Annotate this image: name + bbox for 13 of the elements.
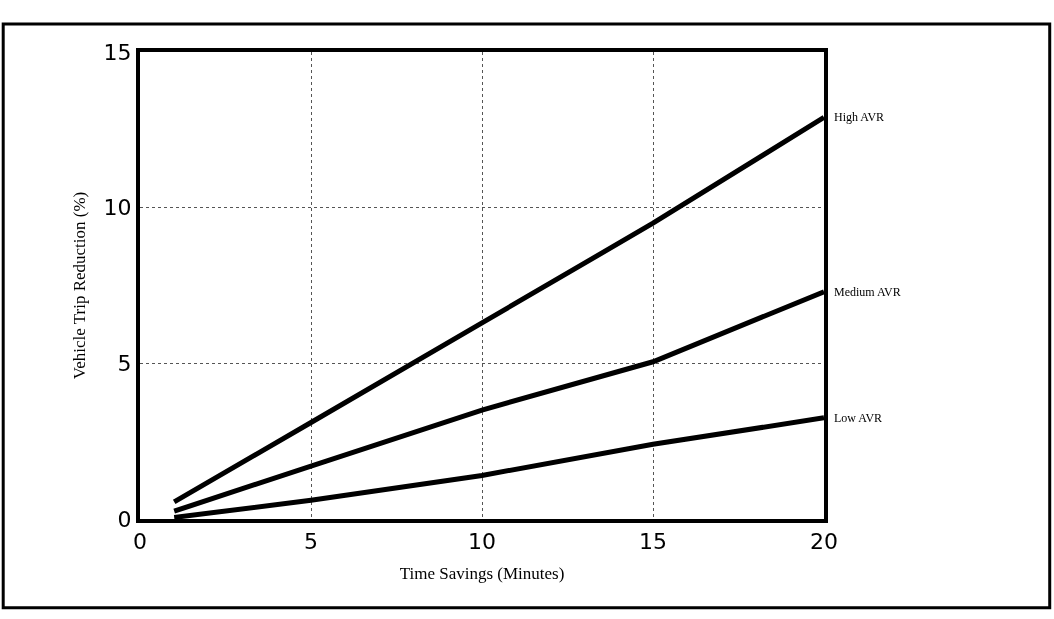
series-label: High AVR bbox=[834, 110, 885, 124]
x-tick-label: 20 bbox=[810, 529, 838, 555]
y-tick-label: 5 bbox=[117, 351, 132, 377]
x-tick-label: 10 bbox=[468, 529, 496, 555]
x-axis-title: Time Savings (Minutes) bbox=[399, 564, 565, 584]
y-axis-title: Vehicle Trip Reduction (%) bbox=[69, 191, 89, 380]
y-tick-label: 0 bbox=[117, 506, 132, 532]
series-label: Medium AVR bbox=[834, 285, 901, 299]
series-label: Low AVR bbox=[834, 411, 883, 425]
x-tick-label: 15 bbox=[639, 529, 667, 555]
y-tick-label: 10 bbox=[103, 195, 132, 221]
x-tick-label: 5 bbox=[304, 529, 318, 555]
y-tick-label: 15 bbox=[103, 39, 132, 65]
